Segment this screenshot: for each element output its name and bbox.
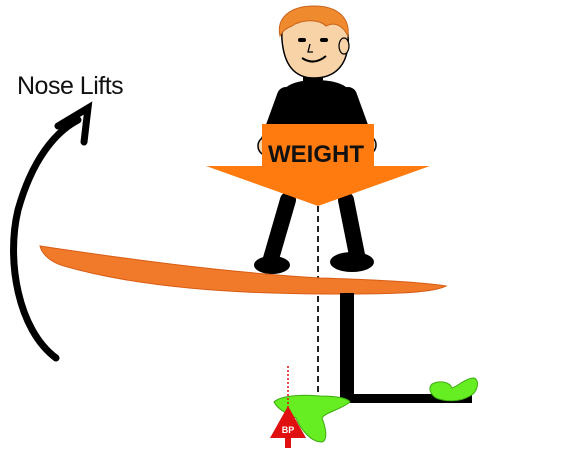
nose-lift-arrow-icon <box>10 101 93 362</box>
weight-arrow: WEIGHT <box>206 124 430 206</box>
bp-marker-icon: BP <box>270 406 306 448</box>
weight-label: WEIGHT <box>268 141 364 168</box>
foil-fuselage <box>340 394 472 403</box>
rear-stabilizer <box>429 377 478 402</box>
foil-mast <box>340 293 354 400</box>
front-wing <box>273 394 351 443</box>
foil-board <box>39 245 448 295</box>
bp-label: BP <box>282 425 295 435</box>
nose-lifts-label: Nose Lifts <box>17 72 123 100</box>
